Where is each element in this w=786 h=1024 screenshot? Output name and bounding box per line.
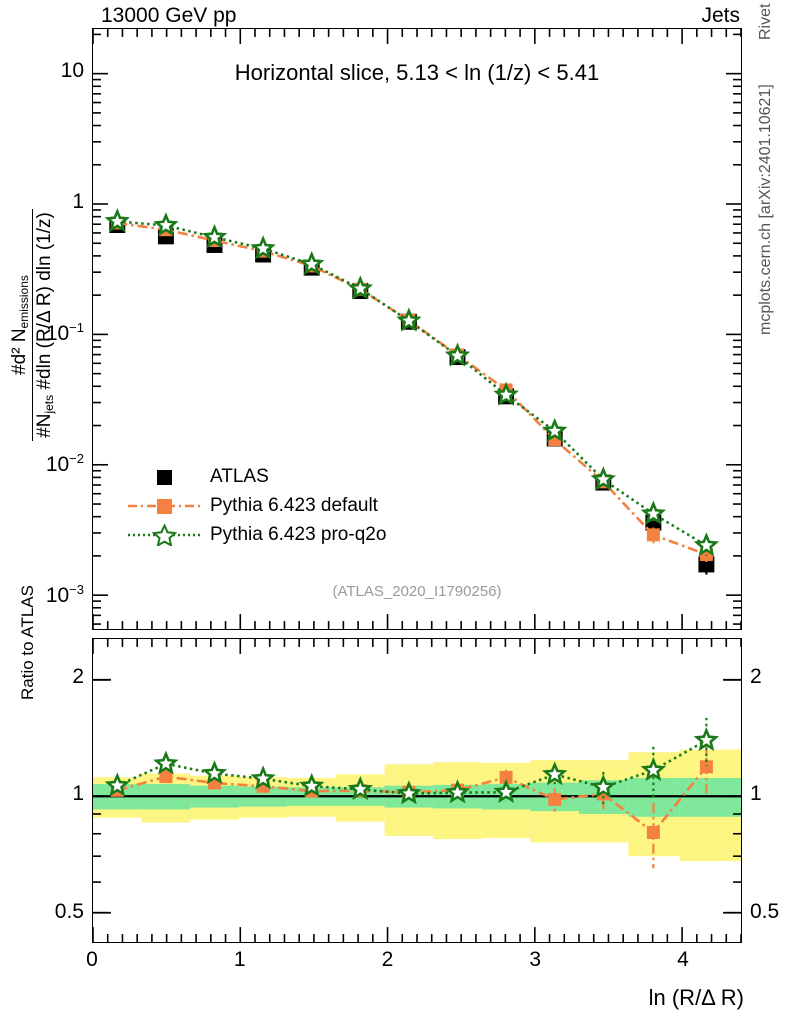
data-point-marker	[646, 826, 660, 839]
data-point-marker	[201, 760, 228, 785]
ratio-plot-canvas	[92, 639, 742, 942]
data-point-marker	[590, 773, 616, 799]
data-point-marker	[347, 776, 373, 801]
x-axis-tick-label: 4	[677, 948, 689, 971]
mcplots-source-text: mcplots.cern.ch [arXiv:2401.10621]	[757, 84, 774, 335]
ratio-y-tick-label: 0.5	[54, 899, 84, 923]
legend-key-pythia-default	[126, 495, 204, 517]
y-axis-denominator-njets-sub: jets	[42, 394, 57, 414]
data-point-marker	[396, 307, 422, 332]
mcplots-source-label: mcplots.cern.ch [arXiv:2401.10621]	[757, 84, 786, 353]
data-point-marker	[250, 235, 276, 260]
data-point-marker	[444, 779, 471, 804]
data-point-marker	[104, 772, 130, 797]
data-point-marker	[646, 528, 660, 542]
legend-label-pythia-proq2o: Pythia 6.423 pro-q2o	[210, 524, 387, 545]
x-axis-tick-label: 1	[233, 948, 246, 971]
ratio-plot-panel	[92, 638, 742, 943]
data-point-marker	[444, 342, 471, 367]
data-point-marker	[542, 417, 568, 442]
y-axis-numerator: d² N	[9, 328, 31, 365]
data-point-marker	[548, 793, 562, 806]
analysis-watermark: (ATLAS_2020_I1790256)	[332, 583, 502, 600]
x-axis-tick-label: 3	[529, 948, 542, 971]
ratio-y-tick-label: 2	[72, 665, 84, 689]
legend-label-pythia-default: Pythia 6.423 default	[210, 495, 378, 516]
header-collision-energy: 13000 GeV pp	[101, 4, 237, 27]
y-axis-tick-label: 10−1	[45, 320, 84, 346]
main-plot-canvas	[92, 29, 742, 629]
ratio-y-tick-label-right: 1	[750, 782, 762, 806]
data-point-marker	[693, 727, 720, 752]
data-point-marker	[250, 765, 276, 790]
data-point-marker	[104, 208, 130, 233]
y-axis-denominator-njets: N	[34, 413, 56, 428]
legend-item-atlas[interactable]: ATLAS	[126, 462, 386, 491]
data-point-marker	[640, 500, 667, 525]
y-axis-tick-label: 10	[60, 58, 84, 82]
x-axis-tick-label: 0	[86, 948, 98, 971]
rivet-version-text: Rivet 4.1.0, ≥ 400k events	[757, 0, 775, 40]
data-point-marker	[153, 750, 179, 775]
ratio-y-axis-label-text: Ratio to ATLAS	[18, 585, 37, 700]
legend-item-pythia-proq2o[interactable]: Pythia 6.423 pro-q2o	[126, 520, 386, 549]
data-point-marker	[347, 275, 373, 300]
y-axis-denominator-diff: dln (R/Δ R) dln (1/z)	[34, 212, 56, 379]
plot-title: Horizontal slice, 5.13 < ln (1/z) < 5.41	[234, 60, 600, 85]
data-point-marker	[396, 780, 422, 805]
y-axis-tick-label: 10−3	[45, 582, 84, 608]
rivet-version-label: Rivet 4.1.0, ≥ 400k events	[757, 0, 786, 58]
ratio-y-axis-label: Ratio to ATLAS	[18, 585, 133, 720]
data-point-marker	[542, 761, 568, 786]
data-point-marker	[201, 224, 228, 249]
data-point-marker	[299, 772, 325, 797]
x-axis-label: ln (R/Δ R)	[648, 985, 744, 1010]
header-analysis-type: Jets	[701, 4, 740, 27]
data-point-marker	[699, 760, 713, 774]
data-point-marker	[493, 381, 519, 406]
data-point-marker	[590, 466, 616, 491]
legend-label-atlas: ATLAS	[210, 466, 269, 487]
ratio-y-tick-label-right: 2	[750, 665, 762, 689]
legend-item-pythia-default[interactable]: Pythia 6.423 default	[126, 491, 386, 520]
y-axis-tick-label: 10−2	[45, 451, 84, 477]
data-point-marker	[159, 770, 173, 784]
data-point-marker	[499, 770, 513, 784]
data-point-marker	[299, 250, 325, 276]
ratio-y-tick-label: 1	[72, 782, 84, 806]
data-point-marker	[493, 778, 519, 804]
y-axis-tick-label: 1	[72, 189, 84, 213]
data-point-marker	[640, 757, 667, 782]
main-plot-panel	[92, 28, 742, 630]
legend-key-atlas	[126, 466, 204, 488]
legend-key-pythia-proq2o	[126, 522, 204, 547]
ratio-y-tick-label-right: 0.5	[750, 899, 780, 923]
x-axis-tick-label: 2	[381, 948, 394, 971]
y-axis-numerator-sub: emissions	[17, 275, 32, 329]
legend: ATLAS Pythia 6.423 default Pythia 6.423 …	[126, 462, 386, 549]
data-point-marker	[153, 212, 179, 237]
y-axis-label: #d² Nemissions #Njets #dln (R/Δ R) dln (…	[6, 90, 60, 560]
data-point-marker	[693, 532, 720, 557]
